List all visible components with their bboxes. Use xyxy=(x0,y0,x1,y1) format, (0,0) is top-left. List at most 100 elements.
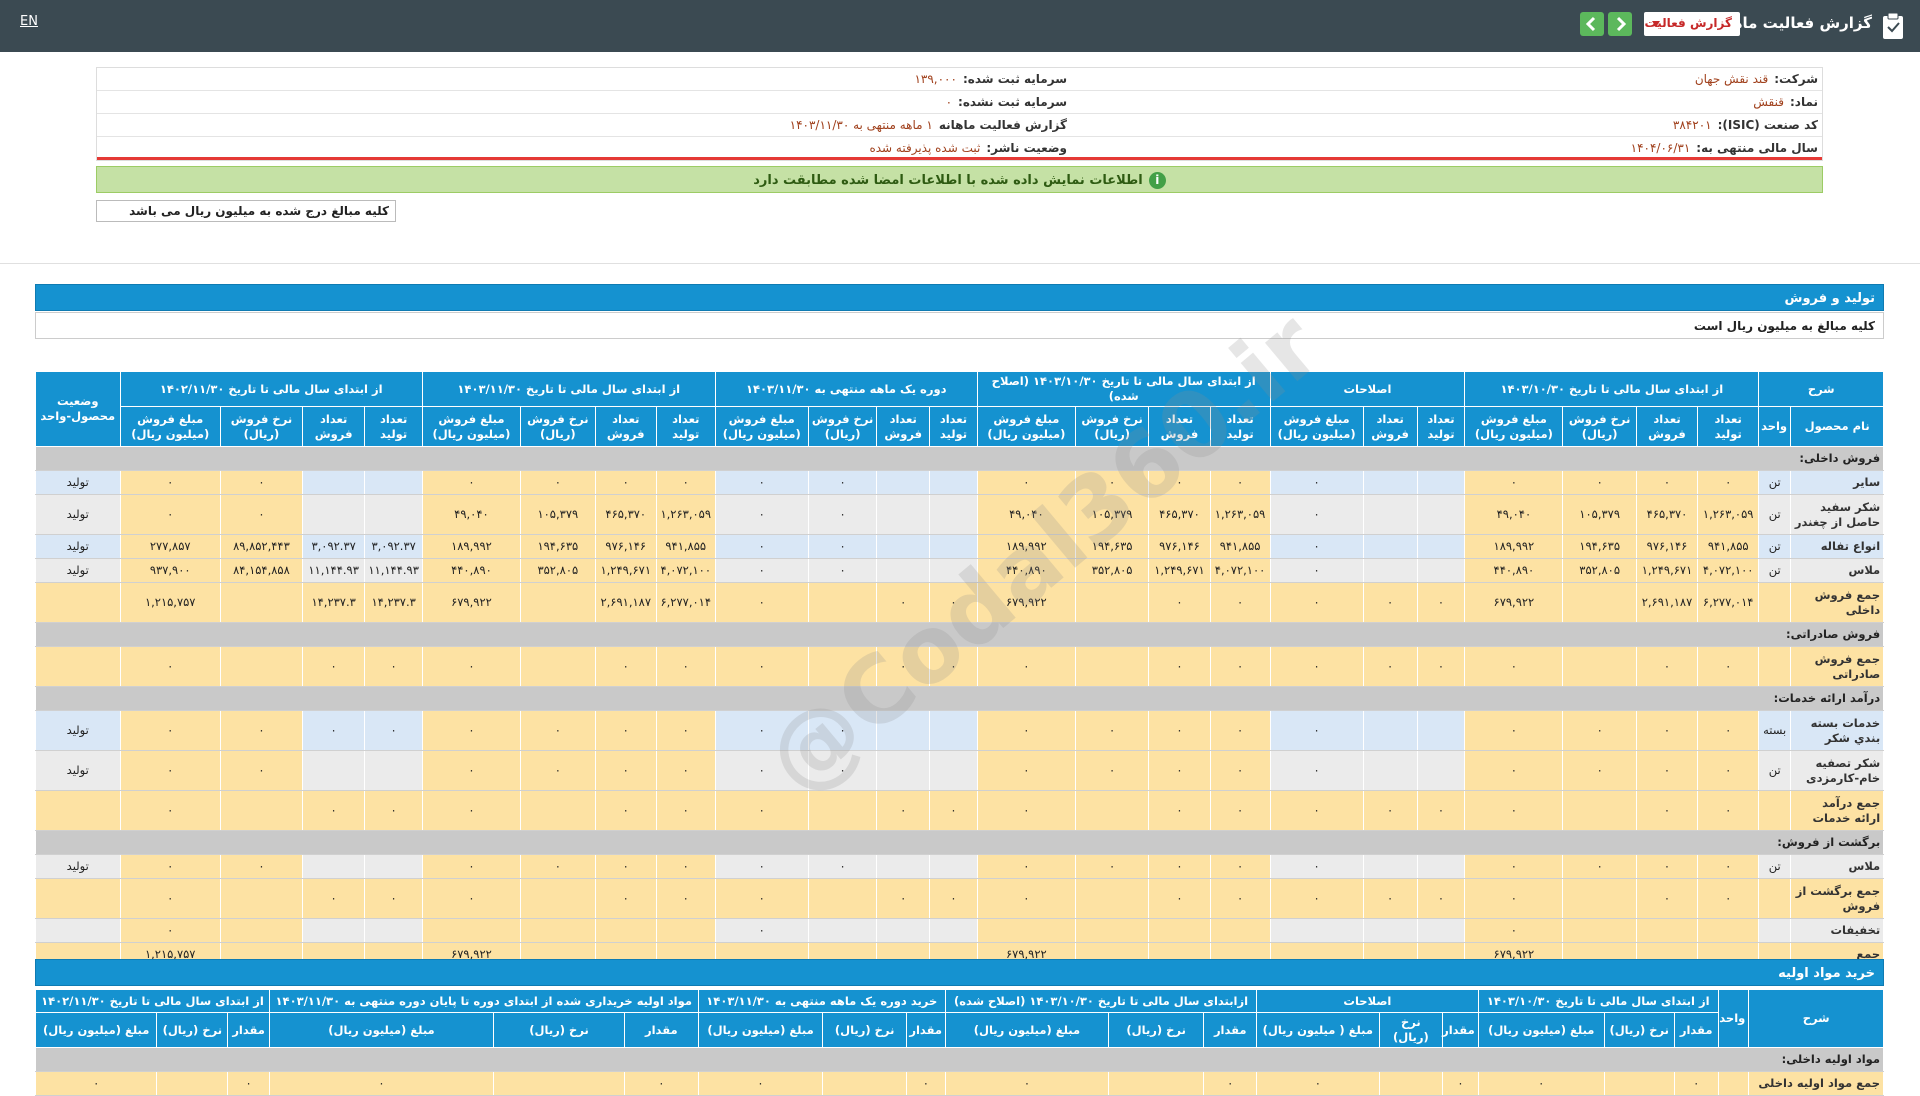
table-cell xyxy=(35,646,121,687)
table-cell xyxy=(35,878,121,919)
table-cell xyxy=(493,1071,626,1096)
table-cell xyxy=(1416,470,1466,495)
table-cell: تولید xyxy=(35,494,121,535)
table-cell: ۰ xyxy=(1148,646,1211,687)
column-header: واحد xyxy=(1758,406,1792,447)
table-cell: ۰ xyxy=(219,494,303,535)
table-cell: ۱۹۴,۶۳۵ xyxy=(519,534,596,559)
column-header: شرح xyxy=(1748,989,1884,1048)
info-value: ۰ xyxy=(945,95,953,109)
table-cell xyxy=(1697,918,1760,943)
table-cell xyxy=(876,750,931,791)
table-cell: ۰ xyxy=(119,646,221,687)
table-cell: ۰ xyxy=(1562,710,1637,751)
table-cell: ۰ xyxy=(1635,750,1699,791)
section-label: مواد اولیه داخلی: xyxy=(35,1047,1884,1072)
column-header: نرخ (ریال) xyxy=(156,1012,229,1048)
table-cell: تن xyxy=(1758,470,1792,495)
row-label: سایر xyxy=(1790,470,1885,495)
group-header: شرح xyxy=(1758,371,1885,407)
info-row: کد صنعت (ISIC): ۳۸۴۲۰۱ گزارش فعالیت ماهانه… xyxy=(97,114,1822,137)
table-cell xyxy=(364,750,423,791)
table-cell xyxy=(364,494,423,535)
company-info: شرکت: قند نقش جهان سرمایه ثبت شده: ۱۳۹,۰۰۰ ن… xyxy=(96,67,1823,161)
table-cell xyxy=(1362,534,1418,559)
language-toggle[interactable]: EN xyxy=(20,14,38,29)
table-cell: ۰ xyxy=(714,790,809,831)
table-cell xyxy=(1758,646,1792,687)
table-cell: ۰ xyxy=(1477,1071,1605,1096)
table-cell: ۰ xyxy=(1209,470,1271,495)
table-cell: ۶,۲۷۷,۰۱۴ xyxy=(655,582,716,623)
column-header: تعداد فروش xyxy=(1148,406,1211,447)
table-cell: ۰ xyxy=(594,710,657,751)
table-row: برگشت از فروش: xyxy=(34,830,1885,855)
table-cell: ۰ xyxy=(1209,582,1271,623)
column-header: تعداد تولید xyxy=(929,406,978,447)
column-header: تعداد تولید xyxy=(1416,406,1466,447)
table-cell xyxy=(929,918,978,943)
table-row: جمع برگشت از فروش ۰ ۰ ۰ ۰ ۰ ۰ ۰ ۰ ۰ ۰ ۰ ۰ ۰ ۰ ۰ ۰ ۰ ۰ xyxy=(35,878,1885,919)
table-cell: ۰ xyxy=(301,710,366,751)
table-cell: ۳,۰۹۲.۳۷ xyxy=(301,534,366,559)
table-cell: ۰ xyxy=(1635,646,1699,687)
table-cell: ۰ xyxy=(1697,750,1760,791)
table-cell: ۰ xyxy=(1697,878,1760,919)
table-cell: ۱۴,۲۳۷.۳ xyxy=(301,582,366,623)
table-cell xyxy=(1074,878,1150,919)
table-row: فروش صادراتی: xyxy=(34,622,1885,647)
table-cell xyxy=(1362,854,1418,879)
table-cell: ۰ xyxy=(1269,646,1364,687)
column-header: نرخ فروش (ریال) xyxy=(219,406,303,447)
table-cell: ۰ xyxy=(1074,854,1150,879)
table-cell xyxy=(1378,1071,1444,1096)
prev-button[interactable] xyxy=(1580,12,1604,36)
page-title: گزارش فعالیت ماهانه xyxy=(1711,14,1872,32)
table-cell xyxy=(301,494,366,535)
column-header: تعداد فروش xyxy=(301,406,366,447)
table-cell xyxy=(1758,582,1792,623)
table-cell xyxy=(876,494,931,535)
table-cell xyxy=(655,918,716,943)
table-cell: ۳۵۲,۸۰۵ xyxy=(519,558,596,583)
info-value: ثبت شده پذیرفته شده xyxy=(869,141,981,155)
table-cell xyxy=(1362,494,1418,535)
table-cell: ۰ xyxy=(1562,854,1637,879)
table-cell: ۰ xyxy=(976,646,1076,687)
table-cell: ۰ xyxy=(1209,710,1271,751)
table-cell xyxy=(822,1071,907,1096)
table-cell: ۰ xyxy=(1148,878,1211,919)
column-header: مبلغ فروش (میلیون ریال) xyxy=(1464,406,1564,447)
table-cell: ۰ xyxy=(905,1071,946,1096)
table-cell: ۰ xyxy=(594,878,657,919)
table-cell: ۲,۶۹۱,۱۸۷ xyxy=(594,582,657,623)
next-button[interactable] xyxy=(1608,12,1632,36)
notice-text: اطلاعات نمایش داده شده با اطلاعات امضا ش… xyxy=(753,173,1143,188)
table-cell: تولید xyxy=(35,710,121,751)
table-cell xyxy=(219,878,303,919)
table-cell: ۰ xyxy=(714,494,809,535)
info-label: سال مالی منتهی به: xyxy=(1696,141,1818,155)
report-select[interactable]: گزارش فعالیت xyxy=(1644,12,1740,36)
table-cell: ۰ xyxy=(807,854,878,879)
header-row: شرح از ابتدای سال مالی تا تاریخ ۱۴۰۳/۱۰/۳… xyxy=(35,371,1885,447)
table-cell: ۰ xyxy=(1148,710,1211,751)
table-cell: تولید xyxy=(35,854,121,879)
table-cell: ۰ xyxy=(714,854,809,879)
column-header: تعداد تولید xyxy=(1209,406,1271,447)
table-cell: ۰ xyxy=(421,854,521,879)
row-label: جمع مواد اولیه داخلی xyxy=(1748,1071,1884,1096)
table-head: شرح واحد از ابتدای سال مالی تا تاریخ ۱۴۰۳/… xyxy=(34,989,1884,1048)
info-label: سرمایه ثبت شده: xyxy=(962,72,1067,86)
table-cell: ۰ xyxy=(714,710,809,751)
table-cell xyxy=(1362,918,1418,943)
table-cell xyxy=(876,534,931,559)
column-header: تعداد فروش xyxy=(1362,406,1418,447)
table-cell: ۰ xyxy=(655,854,716,879)
table-cell xyxy=(301,918,366,943)
column-header: مقدار xyxy=(227,1012,270,1048)
info-label: سرمایه ثبت نشده: xyxy=(958,95,1067,109)
table-cell: ۰ xyxy=(34,1071,158,1096)
table-cell: ۰ xyxy=(268,1071,495,1096)
column-header: نرخ فروش (ریال) xyxy=(519,406,596,447)
